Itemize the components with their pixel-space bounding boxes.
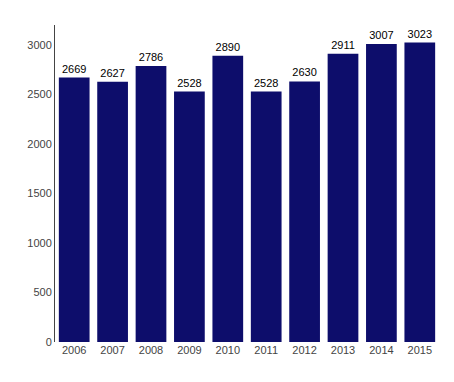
svg-text:3007: 3007	[369, 29, 393, 41]
svg-text:2006: 2006	[62, 344, 86, 356]
svg-text:3000: 3000	[27, 39, 51, 51]
svg-text:2010: 2010	[216, 344, 240, 356]
svg-text:2528: 2528	[177, 77, 201, 89]
svg-text:1000: 1000	[27, 237, 51, 249]
svg-text:2000: 2000	[27, 138, 51, 150]
svg-text:2009: 2009	[177, 344, 201, 356]
svg-text:2008: 2008	[139, 344, 163, 356]
svg-text:2890: 2890	[216, 41, 240, 53]
svg-text:2786: 2786	[139, 51, 163, 63]
svg-text:3023: 3023	[408, 28, 432, 40]
svg-text:2528: 2528	[254, 77, 278, 89]
svg-text:2014: 2014	[369, 344, 393, 356]
svg-text:2500: 2500	[27, 88, 51, 100]
svg-text:2012: 2012	[292, 344, 316, 356]
svg-text:2627: 2627	[100, 67, 124, 79]
svg-text:500: 500	[33, 286, 51, 298]
svg-text:2007: 2007	[100, 344, 124, 356]
svg-text:2630: 2630	[292, 66, 316, 78]
svg-text:0: 0	[46, 336, 52, 348]
svg-text:2015: 2015	[408, 344, 432, 356]
svg-text:1500: 1500	[27, 187, 51, 199]
svg-text:2669: 2669	[62, 63, 86, 75]
svg-text:2013: 2013	[331, 344, 355, 356]
svg-text:2011: 2011	[254, 344, 278, 356]
svg-text:2911: 2911	[331, 39, 355, 51]
